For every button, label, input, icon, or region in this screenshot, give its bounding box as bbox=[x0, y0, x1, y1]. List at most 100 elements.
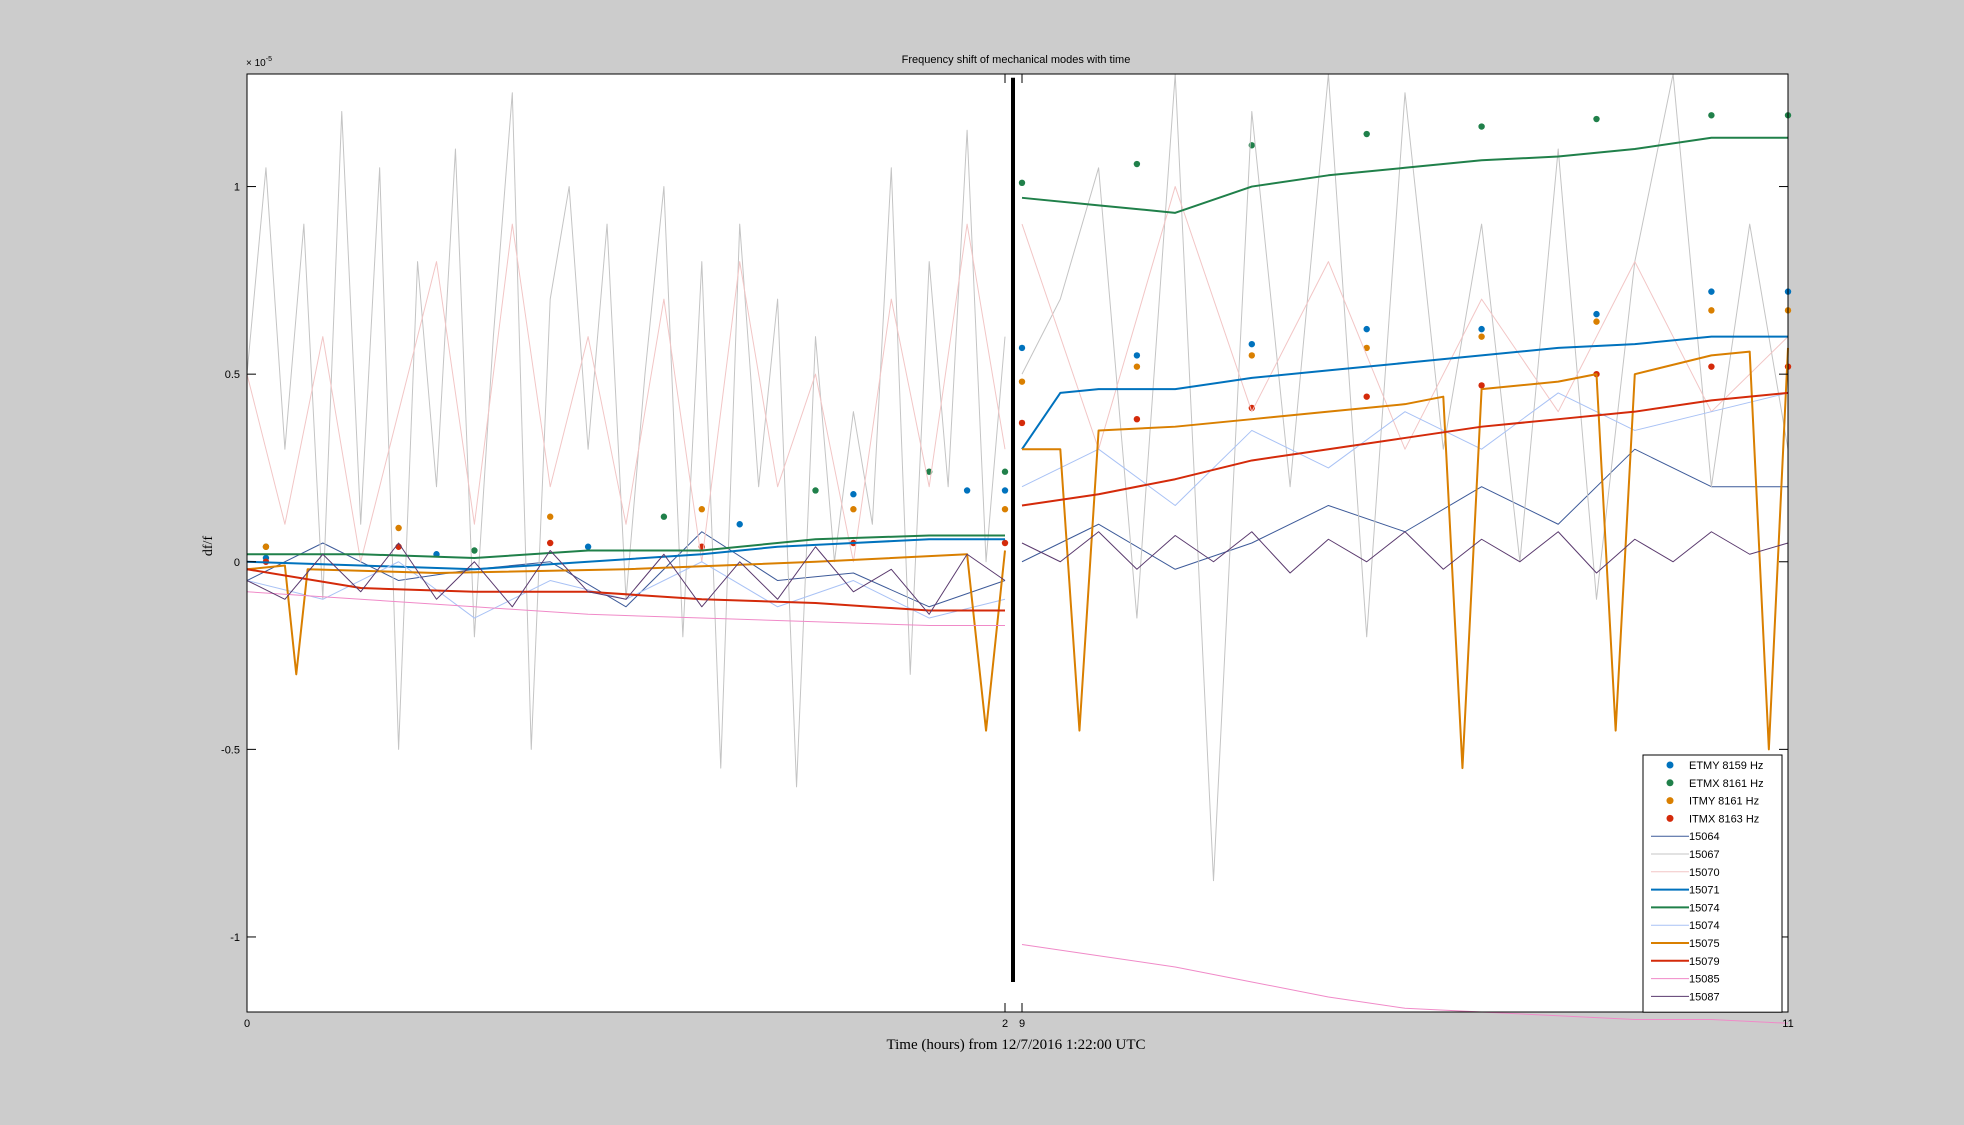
data-point bbox=[1708, 112, 1715, 119]
series-etmy-8159-hz-0 bbox=[262, 288, 1792, 562]
data-point bbox=[850, 506, 857, 513]
data-point bbox=[1363, 130, 1370, 138]
legend-label: ITMY 8161 Hz bbox=[1689, 796, 1759, 808]
series-line-15067-5 bbox=[1021, 73, 1789, 882]
legend-item: 15079 bbox=[1651, 956, 1720, 968]
axes-layer: -1 -0.5 0 0.5 1 0 2 9 11 bbox=[221, 74, 1794, 1030]
legend-box bbox=[1642, 754, 1783, 1013]
data-point bbox=[736, 521, 743, 528]
legend-marker bbox=[1666, 814, 1674, 822]
series-line-15087-13 bbox=[246, 542, 1006, 615]
data-point bbox=[1478, 123, 1485, 130]
data-point bbox=[698, 506, 705, 513]
series-line-15064-4 bbox=[246, 531, 1006, 608]
data-point bbox=[1001, 468, 1009, 475]
series-15071-7 bbox=[246, 335, 1788, 571]
legend-label: 15071 bbox=[1689, 885, 1720, 897]
y-exponent-label: × 10-5 bbox=[246, 56, 272, 69]
plot-area bbox=[247, 74, 1788, 1012]
legend-label: 15074 bbox=[1689, 920, 1720, 932]
series-15075-10 bbox=[246, 347, 1789, 770]
series-line-15085-12 bbox=[246, 591, 1005, 627]
legend-label: 15075 bbox=[1689, 938, 1720, 950]
legend-marker bbox=[1666, 761, 1674, 769]
legend-item: ITMX 8163 Hz bbox=[1666, 813, 1759, 825]
data-point bbox=[812, 487, 819, 494]
series-line-15074-8 bbox=[247, 534, 1005, 560]
series-line-15075-10 bbox=[1022, 347, 1789, 770]
x-tick-label: 0 bbox=[244, 1018, 250, 1030]
legend-item: 15075 bbox=[1651, 938, 1720, 950]
data-point bbox=[1001, 506, 1009, 513]
legend-label: 15079 bbox=[1689, 956, 1720, 968]
legend-item: ITMY 8161 Hz bbox=[1666, 796, 1759, 808]
data-point bbox=[1708, 307, 1715, 314]
legend-item: 15087 bbox=[1651, 991, 1720, 1003]
legend-item: 15085 bbox=[1651, 974, 1720, 986]
data-point bbox=[471, 547, 478, 554]
data-point bbox=[1363, 325, 1370, 333]
data-point bbox=[1001, 487, 1009, 494]
data-point bbox=[1133, 415, 1141, 423]
data-point bbox=[1018, 419, 1026, 427]
data-point bbox=[850, 491, 857, 498]
x-tick-label: 9 bbox=[1019, 1018, 1025, 1030]
data-point bbox=[1478, 325, 1485, 333]
x-tick-label: 11 bbox=[1782, 1018, 1793, 1030]
series-line-15087-13 bbox=[1021, 531, 1789, 574]
data-point bbox=[1363, 393, 1370, 400]
data-point bbox=[395, 524, 402, 532]
x-axis-label: Time (hours) from 12/7/2016 1:22:00 UTC bbox=[886, 1037, 1145, 1053]
y-tick-label: -1 bbox=[230, 932, 240, 944]
legend-label: ITMX 8163 Hz bbox=[1689, 813, 1759, 825]
data-point bbox=[1248, 340, 1256, 348]
legend-label: 15067 bbox=[1689, 849, 1720, 861]
plot-frame bbox=[246, 73, 1789, 1013]
data-point bbox=[1133, 363, 1141, 370]
legend-marker bbox=[1666, 779, 1674, 787]
data-point bbox=[1593, 310, 1600, 318]
data-point bbox=[1001, 539, 1009, 547]
data-point bbox=[1363, 344, 1370, 352]
legend-item: ETMY 8159 Hz bbox=[1666, 760, 1763, 772]
x-tick-label: 2 bbox=[1002, 1018, 1008, 1030]
legend-label: 15087 bbox=[1689, 991, 1720, 1003]
legend-label: ETMY 8159 Hz bbox=[1689, 760, 1763, 772]
y-axis-label: df/f bbox=[201, 536, 216, 557]
data-point bbox=[963, 487, 971, 494]
series-15070-6 bbox=[246, 186, 1789, 563]
series-15085-12 bbox=[246, 591, 1789, 1024]
series-line-15070-6 bbox=[1021, 186, 1789, 450]
data-point bbox=[660, 513, 668, 520]
data-point bbox=[547, 513, 554, 520]
legend-marker bbox=[1666, 797, 1674, 805]
series-15074-8 bbox=[247, 136, 1788, 560]
data-point bbox=[1708, 363, 1715, 370]
data-point bbox=[1018, 179, 1026, 187]
legend-label: 15064 bbox=[1689, 831, 1720, 843]
data-point bbox=[1018, 378, 1026, 385]
data-point bbox=[262, 543, 270, 550]
legend-label: 15074 bbox=[1689, 902, 1720, 914]
series-15079-11 bbox=[246, 391, 1789, 612]
legend-item: 15070 bbox=[1651, 867, 1720, 879]
data-point bbox=[1133, 352, 1141, 359]
chart-title: Frequency shift of mechanical modes with… bbox=[902, 54, 1131, 66]
series-layer bbox=[246, 73, 1792, 1024]
data-point bbox=[584, 543, 592, 550]
series-line-15071-7 bbox=[1021, 335, 1788, 450]
legend-label: 15070 bbox=[1689, 867, 1720, 879]
data-point bbox=[1478, 382, 1485, 389]
legend-item: ETMX 8161 Hz bbox=[1666, 778, 1764, 790]
series-line-15085-12 bbox=[1021, 943, 1789, 1024]
y-tick-label: 0.5 bbox=[225, 369, 240, 381]
series-line-15071-7 bbox=[246, 538, 1005, 571]
series-line-15079-11 bbox=[246, 568, 1005, 612]
series-line-15074-8 bbox=[1021, 136, 1788, 214]
data-point bbox=[547, 539, 554, 547]
legend-label: 15085 bbox=[1689, 974, 1720, 986]
data-point bbox=[1478, 333, 1485, 340]
series-line-15070-6 bbox=[246, 223, 1006, 563]
data-point bbox=[1708, 288, 1715, 295]
